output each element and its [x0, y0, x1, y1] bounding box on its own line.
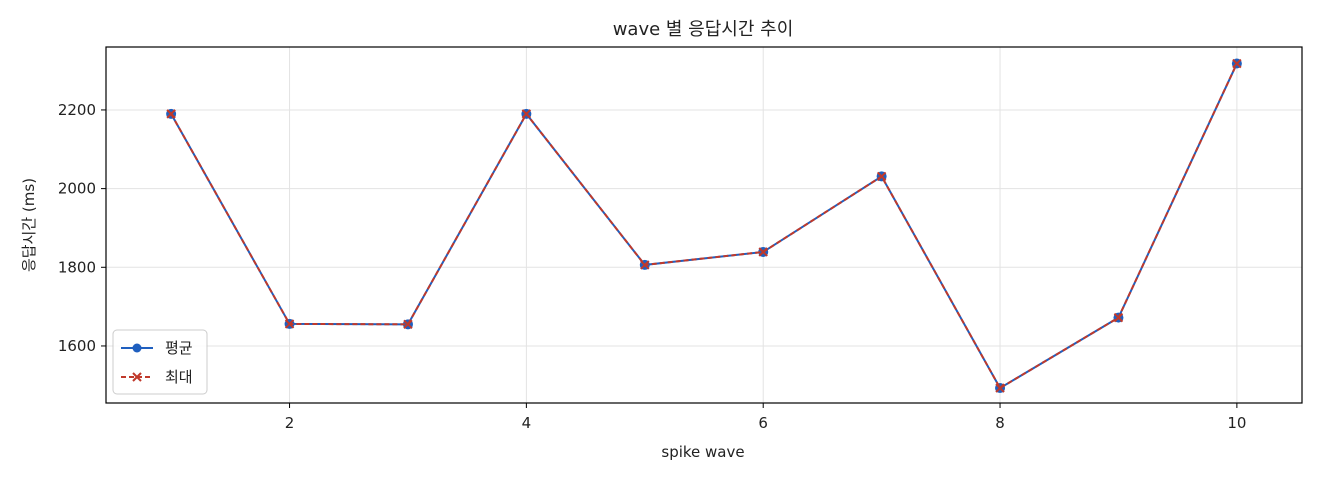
y-tick-label-1: 1800	[58, 258, 96, 276]
grid-layer	[106, 47, 1302, 403]
series-1-point-7	[995, 383, 1005, 393]
ticks-layer: 2 4 6 8 10 1600 1800 2000 2200	[58, 101, 1247, 432]
series-1-point-1	[284, 319, 295, 329]
x-axis-label: spike wave	[661, 443, 744, 461]
legend-series-0-label: 평균	[165, 339, 193, 357]
series-1-point-9-stroke-b	[1232, 58, 1242, 69]
series-1-point-0	[166, 109, 176, 119]
series-1-point-4-stroke-b	[640, 260, 650, 270]
series-1-point-8-stroke-b	[1113, 312, 1124, 323]
x-tick-label-2: 6	[758, 414, 768, 432]
y-axis-label: 응답시간 (ms)	[20, 178, 38, 272]
series-1-point-4	[640, 260, 650, 270]
series-1-point-8	[1113, 312, 1124, 323]
series-1-point-3	[521, 109, 532, 119]
legend-series-0-marker	[132, 343, 142, 353]
legend-series-1-label: 최대	[165, 368, 193, 386]
plot-frame	[105, 46, 1303, 404]
series-1-point-6-stroke-b	[876, 171, 887, 182]
series-0-line	[170, 63, 1238, 390]
series-layer	[166, 58, 1242, 394]
x-tick-label-4: 10	[1227, 414, 1246, 432]
series-1-point-1-stroke-b	[284, 319, 295, 329]
legend-series-1-marker-stroke-b	[132, 372, 142, 382]
series-1-point-5-stroke-b	[758, 247, 768, 257]
series-1-point-3-stroke-b	[521, 109, 532, 119]
series-1-point-9	[1232, 58, 1242, 69]
chart-title: wave 별 응답시간 추이	[613, 19, 794, 40]
legend-box	[112, 329, 208, 395]
y-tick-label-0: 1600	[58, 337, 96, 355]
series-1-point-6	[876, 171, 887, 182]
legend-series-1-marker	[132, 372, 142, 382]
series-1-point-7-stroke-b	[995, 383, 1005, 393]
legend: 평균 최대	[112, 329, 208, 395]
series-1-point-2	[403, 319, 413, 330]
series-1-point-0-stroke-b	[166, 109, 176, 119]
x-tick-label-3: 8	[995, 414, 1005, 432]
series-1-line	[170, 63, 1238, 390]
series-1-point-5	[758, 247, 768, 257]
y-tick-label-2: 2000	[58, 180, 96, 198]
x-tick-label-0: 2	[285, 414, 295, 432]
series-1-point-2-stroke-b	[403, 319, 413, 330]
x-tick-label-1: 4	[522, 414, 532, 432]
y-tick-label-3: 2200	[58, 101, 96, 119]
